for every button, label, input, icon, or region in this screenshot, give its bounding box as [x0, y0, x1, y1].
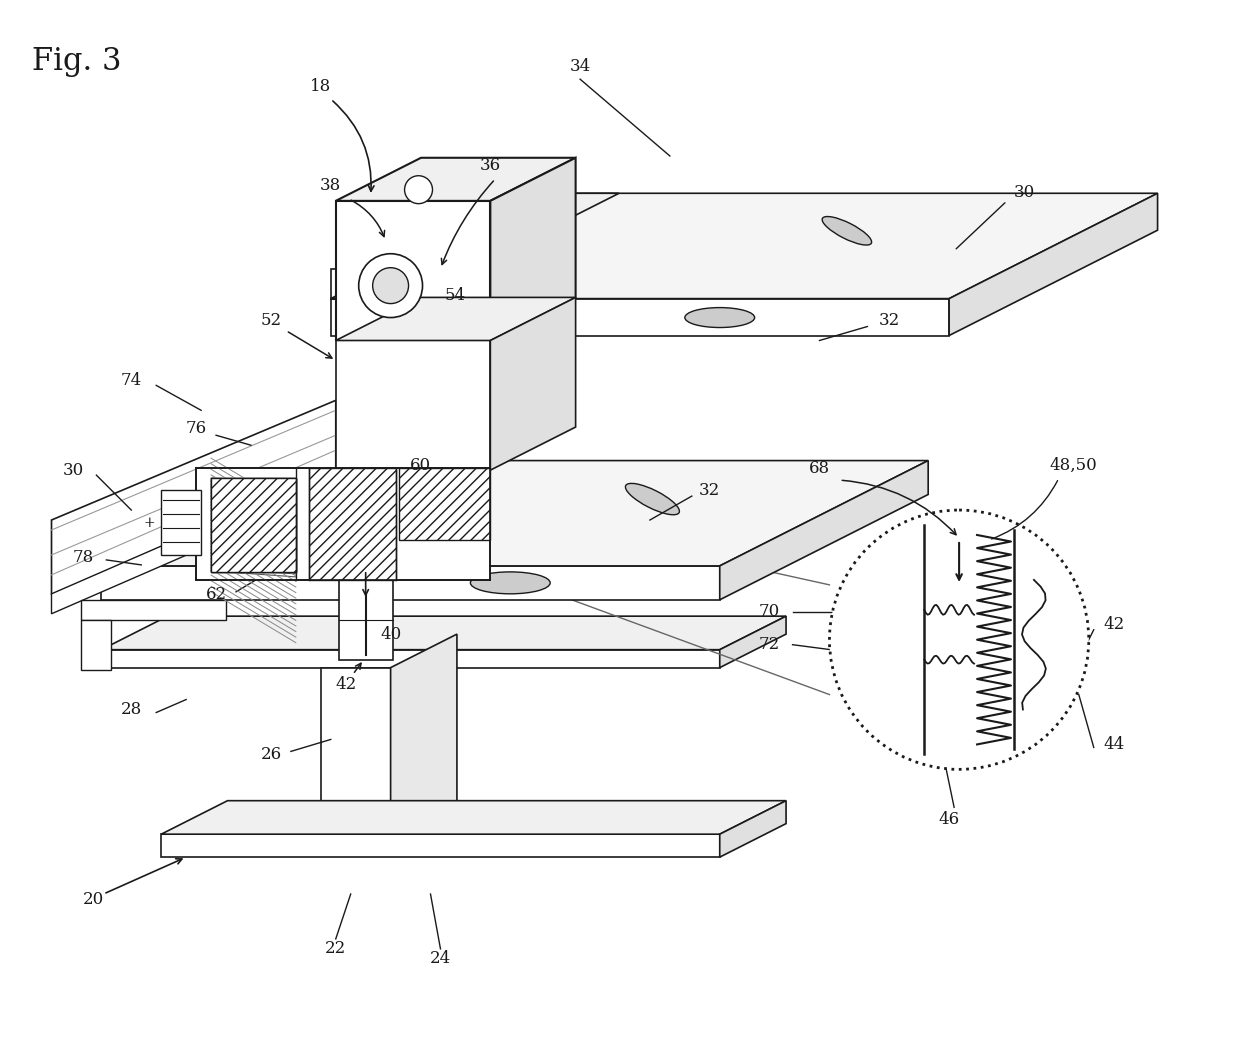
Circle shape — [830, 510, 1089, 769]
Polygon shape — [336, 341, 490, 471]
Text: 72: 72 — [759, 636, 780, 653]
Text: 40: 40 — [379, 627, 402, 644]
Text: 78: 78 — [73, 550, 94, 567]
Polygon shape — [102, 616, 786, 650]
Ellipse shape — [470, 572, 551, 594]
Bar — [398, 468, 490, 540]
Polygon shape — [490, 158, 575, 341]
Polygon shape — [336, 158, 575, 200]
Text: 32: 32 — [699, 481, 720, 499]
Polygon shape — [52, 471, 336, 614]
Circle shape — [358, 253, 423, 318]
Text: 46: 46 — [939, 810, 960, 828]
Polygon shape — [196, 468, 490, 580]
Bar — [211, 478, 296, 572]
Polygon shape — [719, 616, 786, 668]
Ellipse shape — [684, 308, 755, 327]
Circle shape — [404, 176, 433, 204]
Polygon shape — [82, 619, 112, 670]
Polygon shape — [331, 193, 619, 299]
Text: 44: 44 — [1104, 736, 1125, 753]
Ellipse shape — [822, 216, 872, 245]
Polygon shape — [391, 634, 456, 835]
Text: 54: 54 — [445, 287, 466, 304]
Text: 30: 30 — [63, 462, 84, 479]
Text: 76: 76 — [186, 420, 207, 437]
Text: 24: 24 — [430, 951, 451, 967]
Polygon shape — [161, 835, 719, 857]
Text: Fig. 3: Fig. 3 — [31, 46, 122, 77]
Bar — [211, 478, 296, 572]
Text: 22: 22 — [325, 940, 346, 957]
Polygon shape — [719, 461, 929, 600]
Text: 42: 42 — [1104, 616, 1125, 633]
Text: 20: 20 — [83, 890, 104, 907]
Text: 28: 28 — [120, 701, 141, 718]
Polygon shape — [102, 461, 929, 565]
Text: 68: 68 — [808, 460, 830, 477]
Text: 74: 74 — [120, 372, 141, 389]
Polygon shape — [331, 269, 410, 299]
Polygon shape — [490, 298, 575, 471]
Text: 30: 30 — [1013, 185, 1034, 202]
Polygon shape — [339, 580, 393, 659]
Polygon shape — [719, 801, 786, 857]
Polygon shape — [331, 299, 949, 335]
Polygon shape — [161, 801, 786, 835]
Text: 70: 70 — [759, 603, 780, 620]
Polygon shape — [211, 478, 296, 572]
Text: 60: 60 — [410, 457, 432, 474]
Text: 48,50: 48,50 — [1050, 457, 1097, 474]
Text: +: + — [144, 516, 155, 530]
Text: 32: 32 — [879, 312, 900, 329]
Bar — [309, 468, 396, 580]
Polygon shape — [336, 200, 490, 341]
Polygon shape — [321, 668, 391, 835]
Polygon shape — [949, 193, 1158, 335]
Text: 42: 42 — [335, 676, 356, 693]
Circle shape — [373, 268, 408, 304]
Text: 38: 38 — [320, 177, 341, 194]
Text: 26: 26 — [260, 746, 281, 763]
Polygon shape — [102, 565, 719, 600]
Text: 62: 62 — [206, 587, 227, 603]
Ellipse shape — [625, 483, 680, 515]
Polygon shape — [102, 650, 719, 668]
Text: 36: 36 — [480, 157, 501, 174]
Polygon shape — [331, 193, 1158, 299]
Text: 18: 18 — [310, 78, 331, 95]
Polygon shape — [52, 400, 336, 595]
Text: 34: 34 — [569, 58, 590, 75]
Text: 52: 52 — [260, 312, 281, 329]
Polygon shape — [82, 600, 226, 619]
Polygon shape — [336, 298, 575, 341]
Polygon shape — [161, 491, 201, 555]
